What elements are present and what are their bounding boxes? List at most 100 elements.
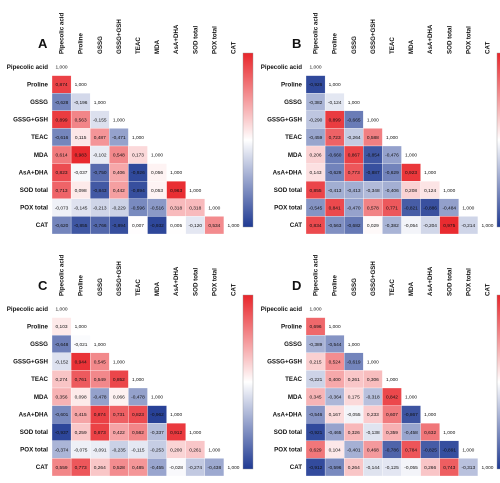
cell-label: 0,842 — [386, 395, 398, 401]
diagonal-label: 1,000 — [75, 324, 87, 330]
cell-label: -0,091 — [93, 447, 107, 453]
cell-label: 0,306 — [367, 377, 379, 383]
cell-label: 0,784 — [405, 447, 417, 453]
diagonal-label: 1,000 — [132, 135, 144, 141]
cell-label: -0,152 — [55, 359, 69, 365]
column-label: SOD total — [446, 26, 453, 54]
column-label: Pipecolic acid — [59, 255, 66, 296]
cell-label: 0,487 — [94, 135, 106, 141]
cell-label: -0,628 — [55, 100, 69, 106]
cell-label: -0,596 — [131, 205, 145, 211]
cell-label: 0,588 — [367, 135, 379, 141]
cell-label: 0,867 — [348, 153, 360, 159]
cell-label: -0,886 — [423, 205, 437, 211]
cell-label: 0,874 — [94, 412, 106, 418]
color-scale-bar — [496, 52, 500, 228]
cell-label: -0,665 — [347, 117, 361, 123]
cell-label: -0,337 — [150, 430, 164, 436]
row-label: POX total — [274, 205, 302, 212]
cell-label: -0,660 — [328, 153, 342, 159]
diagonal-label: 1,000 — [348, 342, 360, 348]
column-label: POX total — [211, 26, 218, 54]
cell-label: 0,524 — [329, 359, 341, 365]
cell-label: 0,115 — [75, 135, 87, 141]
cell-label: -0,075 — [74, 447, 88, 453]
diagonal-label: 1,000 — [367, 359, 379, 365]
row-label: TEAC — [31, 134, 48, 141]
row-label: GSSG — [284, 99, 302, 106]
cell-label: 0,208 — [405, 188, 417, 194]
column-label: SOD total — [192, 26, 199, 54]
cell-label: -0,926 — [309, 82, 323, 88]
cell-label: -0,471 — [112, 135, 126, 141]
cell-label: -0,102 — [93, 153, 107, 159]
column-label: MDA — [154, 281, 161, 296]
cell-label: 0,563 — [75, 117, 87, 123]
cell-label: 0,167 — [329, 412, 341, 418]
row-label: Proline — [27, 323, 49, 330]
row-label: TEAC — [285, 376, 302, 383]
row-label: GSSG — [284, 341, 302, 348]
diagonal-label: 1,000 — [189, 430, 201, 436]
cell-label: -0,348 — [366, 188, 380, 194]
cell-label: 0,318 — [189, 205, 201, 211]
panel-letter: B — [292, 36, 301, 51]
cell-label: -0,629 — [328, 170, 342, 176]
cell-label: 0,124 — [424, 188, 436, 194]
row-label: GSSG — [30, 99, 48, 106]
cell-label: 0,773 — [75, 465, 87, 471]
row-label: GSSG — [30, 341, 48, 348]
cell-label: 0,485 — [132, 465, 144, 471]
cell-label: -0,413 — [347, 188, 361, 194]
diagonal-label: 1,000 — [462, 447, 474, 453]
cell-label: -0,055 — [404, 465, 418, 471]
column-label: GSSG — [97, 36, 104, 54]
column-label: AsA+DHA — [427, 266, 434, 296]
column-label: Proline — [78, 274, 85, 296]
diagonal-label: 1,000 — [424, 170, 436, 176]
cell-label: 0,852 — [113, 377, 125, 383]
cell-label: 0,534 — [208, 223, 220, 229]
row-label: GSSG+GSH — [13, 117, 48, 124]
cell-label: -0,470 — [347, 205, 361, 211]
color-scale-bar — [496, 294, 500, 470]
cell-label: 0,056 — [151, 170, 163, 176]
cell-label: 0,233 — [367, 412, 379, 418]
cell-label: 0,261 — [348, 377, 360, 383]
cell-label: 0,415 — [75, 412, 87, 418]
cell-label: -0,887 — [366, 170, 380, 176]
cell-label: 0,614 — [56, 153, 68, 159]
cell-label: -0,484 — [442, 205, 456, 211]
cell-label: 0,400 — [329, 377, 341, 383]
cell-label: -0,648 — [55, 342, 69, 348]
row-label: Pipecolic acid — [7, 64, 48, 71]
cell-label: -0,616 — [55, 135, 69, 141]
column-label: GSSG — [351, 36, 358, 54]
column-label: CAT — [484, 42, 491, 54]
cell-label: -0,962 — [150, 412, 164, 418]
row-label: Pipecolic acid — [261, 306, 302, 313]
column-label: SOD total — [192, 268, 199, 296]
cell-label: -0,620 — [55, 223, 69, 229]
cell-label: 0,548 — [113, 153, 125, 159]
diagonal-label: 1,000 — [75, 82, 87, 88]
diagonal-label: 1,000 — [405, 153, 417, 159]
row-label: MDA — [34, 152, 49, 159]
panel-letter: C — [38, 278, 48, 293]
cell-label: -0,932 — [150, 223, 164, 229]
cell-label: 0,528 — [113, 465, 125, 471]
column-label: GSSG — [97, 278, 104, 296]
diagonal-label: 1,000 — [151, 153, 163, 159]
cell-label: -0,855 — [74, 223, 88, 229]
cell-label: -0,891 — [442, 447, 456, 453]
cell-label: 0,143 — [310, 170, 322, 176]
panel-b: B Pipecolic acid Proline GSSG GSSG+GSH TEAC MD… — [261, 13, 500, 235]
cell-label: 0,066 — [113, 395, 125, 401]
cell-label: -0,214 — [462, 223, 476, 229]
cell-label: -0,313 — [462, 465, 476, 471]
cell-label: -0,465 — [328, 430, 342, 436]
cell-label: 0,215 — [310, 359, 322, 365]
cell-label: -0,253 — [150, 447, 164, 453]
cell-label: 0,549 — [94, 377, 106, 383]
